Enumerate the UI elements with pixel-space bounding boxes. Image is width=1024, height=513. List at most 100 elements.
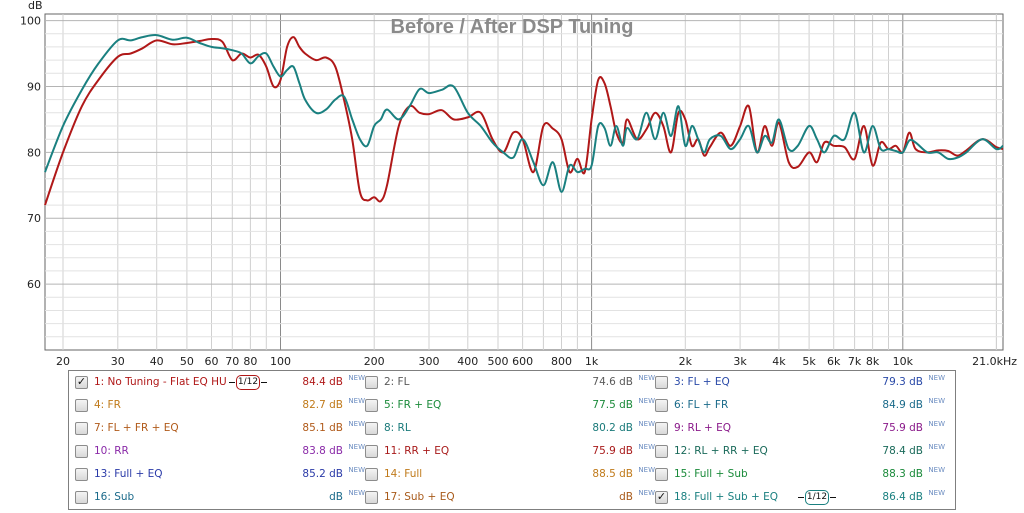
measurement-checkbox[interactable]: ✓ bbox=[75, 375, 88, 389]
measurement-checkbox[interactable] bbox=[75, 422, 88, 435]
legend-label: 10: RR bbox=[94, 445, 129, 457]
measurement-checkbox[interactable] bbox=[75, 491, 88, 504]
legend-value: 84.9 dB bbox=[882, 399, 923, 411]
new-tag: NEW bbox=[348, 374, 365, 382]
measurement-checkbox[interactable] bbox=[365, 422, 378, 435]
new-tag: NEW bbox=[928, 397, 945, 405]
legend-item: 13: Full + EQ 85.2 dB NEW bbox=[75, 465, 365, 483]
measurement-checkbox[interactable] bbox=[365, 399, 378, 412]
legend-value: 88.3 dB bbox=[882, 468, 923, 480]
x-ticks: 20 30 40 50 60 70 80 100 200 300 400 500 600 800 1k 2k 3… bbox=[56, 355, 1017, 368]
legend-value: dB bbox=[329, 491, 343, 503]
measurement-checkbox[interactable]: ✓ bbox=[655, 490, 668, 504]
legend-label: 5: FR + EQ bbox=[384, 399, 442, 411]
legend-value: 79.3 dB bbox=[882, 376, 923, 388]
new-tag: NEW bbox=[638, 489, 655, 497]
measurement-checkbox[interactable] bbox=[655, 468, 668, 481]
x-tick-label: 4k bbox=[772, 355, 786, 368]
legend-item: 2: FL 74.6 dB NEW bbox=[365, 373, 655, 391]
new-tag: NEW bbox=[348, 397, 365, 405]
legend-item: 14: Full 88.5 dB NEW bbox=[365, 465, 655, 483]
legend-item: 5: FR + EQ 77.5 dB NEW bbox=[365, 396, 655, 414]
legend-value: 86.4 dB bbox=[882, 491, 923, 503]
legend-label: 2: FL bbox=[384, 376, 410, 388]
measurement-checkbox[interactable] bbox=[365, 491, 378, 504]
legend-label: 15: Full + Sub bbox=[674, 468, 748, 480]
measurement-checkbox[interactable] bbox=[365, 376, 378, 389]
legend-label: 9: RL + EQ bbox=[674, 422, 732, 434]
legend-label: 6: FL + FR bbox=[674, 399, 729, 411]
new-tag: NEW bbox=[348, 443, 365, 451]
new-tag: NEW bbox=[928, 489, 945, 497]
legend-value: 74.6 dB bbox=[592, 376, 633, 388]
new-tag: NEW bbox=[928, 443, 945, 451]
measurement-checkbox[interactable] bbox=[75, 445, 88, 458]
x-tick-label: 600 bbox=[512, 355, 533, 368]
legend-item: 16: Sub dB NEW bbox=[75, 488, 365, 506]
legend-label: 11: RR + EQ bbox=[384, 445, 450, 457]
measurement-checkbox[interactable] bbox=[365, 468, 378, 481]
series-line-2 bbox=[44, 34, 1004, 193]
x-tick-label: 2k bbox=[679, 355, 693, 368]
x-tick-label: 200 bbox=[364, 355, 385, 368]
measurement-checkbox[interactable] bbox=[75, 399, 88, 412]
legend-label: 3: FL + EQ bbox=[674, 376, 730, 388]
x-tick-label: 3k bbox=[733, 355, 747, 368]
y-ticks: 60 70 80 90 100 bbox=[20, 15, 41, 292]
legend-label: 13: Full + EQ bbox=[94, 468, 163, 480]
y-tick-label: 90 bbox=[27, 81, 41, 94]
new-tag: NEW bbox=[348, 489, 365, 497]
legend-item: 6: FL + FR 84.9 dB NEW bbox=[655, 396, 945, 414]
new-tag: NEW bbox=[928, 374, 945, 382]
legend-label: 18: Full + Sub + EQ bbox=[674, 491, 779, 503]
legend-item: ✓ 18: Full + Sub + EQ 1/12 86.4 dB NEW bbox=[655, 488, 945, 506]
legend-label: 4: FR bbox=[94, 399, 121, 411]
legend-label: 8: RL bbox=[384, 422, 411, 434]
x-tick-label: 6k bbox=[827, 355, 841, 368]
series-line-1 bbox=[44, 36, 1004, 206]
measurement-checkbox[interactable] bbox=[655, 376, 668, 389]
x-tick-label: 10k bbox=[893, 355, 914, 368]
measurement-checkbox[interactable] bbox=[655, 445, 668, 458]
y-tick-label: 100 bbox=[20, 15, 41, 28]
smoothing-badge[interactable]: 1/12 bbox=[229, 375, 267, 390]
plot-area bbox=[44, 13, 1004, 351]
legend-item: 10: RR 83.8 dB NEW bbox=[75, 442, 365, 460]
legend-value: dB bbox=[619, 491, 633, 503]
legend-value: 85.1 dB bbox=[302, 422, 343, 434]
x-tick-label: 400 bbox=[457, 355, 478, 368]
legend-value: 88.5 dB bbox=[592, 468, 633, 480]
measurement-checkbox[interactable] bbox=[655, 399, 668, 412]
y-tick-label: 70 bbox=[27, 212, 41, 225]
y-axis-label: dB bbox=[28, 0, 43, 12]
x-tick-label: 50 bbox=[180, 355, 194, 368]
x-tick-label: 8k bbox=[866, 355, 880, 368]
legend: ✓ 1: No Tuning - Flat EQ HU 1/12 84.4 dB NEW… bbox=[68, 370, 956, 510]
legend-item: 8: RL 80.2 dB NEW bbox=[365, 419, 655, 437]
x-tick-label: 40 bbox=[150, 355, 164, 368]
x-tick-label: 80 bbox=[243, 355, 257, 368]
series-group bbox=[44, 34, 1004, 206]
legend-value: 77.5 dB bbox=[592, 399, 633, 411]
legend-label: 17: Sub + EQ bbox=[384, 491, 455, 503]
legend-label: 16: Sub bbox=[94, 491, 135, 503]
x-tick-label: 1k bbox=[585, 355, 599, 368]
measurement-checkbox[interactable] bbox=[655, 422, 668, 435]
smoothing-badge[interactable]: 1/12 bbox=[798, 490, 836, 505]
legend-label: 7: FL + FR + EQ bbox=[94, 422, 179, 434]
new-tag: NEW bbox=[928, 420, 945, 428]
measurement-checkbox[interactable] bbox=[75, 468, 88, 481]
chart: 20 30 40 50 60 70 80 100 200 300 400 500 600 800 1k 2k 3… bbox=[20, 0, 1017, 368]
measurement-checkbox[interactable] bbox=[365, 445, 378, 458]
legend-item: ✓ 1: No Tuning - Flat EQ HU 1/12 84.4 dB NEW bbox=[75, 373, 365, 391]
legend-label: 1: No Tuning - Flat EQ HU bbox=[94, 376, 227, 388]
new-tag: NEW bbox=[638, 374, 655, 382]
legend-value: 83.8 dB bbox=[302, 445, 343, 457]
legend-value: 82.7 dB bbox=[302, 399, 343, 411]
legend-item: 3: FL + EQ 79.3 dB NEW bbox=[655, 373, 945, 391]
legend-value: 85.2 dB bbox=[302, 468, 343, 480]
x-tick-label: 100 bbox=[270, 355, 291, 368]
y-tick-label: 80 bbox=[27, 146, 41, 159]
legend-item: 7: FL + FR + EQ 85.1 dB NEW bbox=[75, 419, 365, 437]
x-tick-label: 60 bbox=[205, 355, 219, 368]
